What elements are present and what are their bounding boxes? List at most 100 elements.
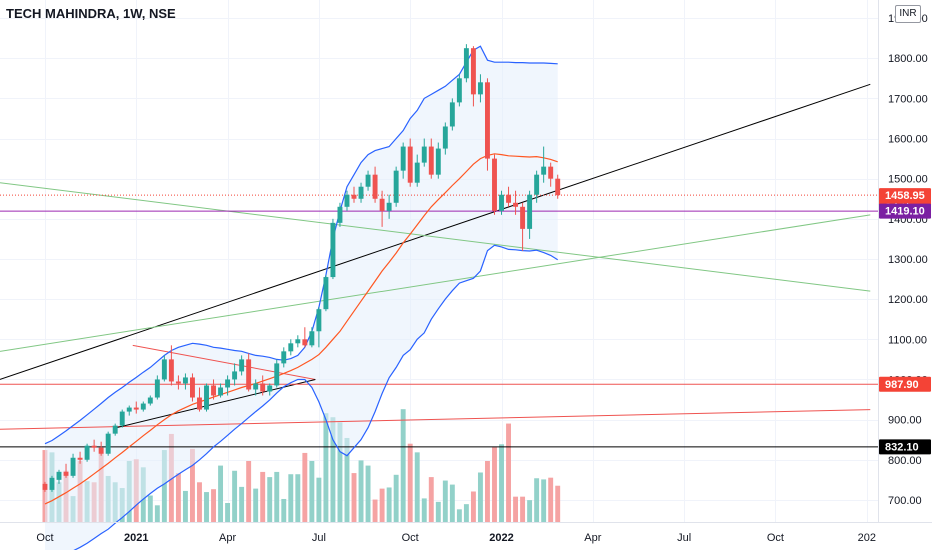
candle-body bbox=[189, 377, 195, 398]
time-axis[interactable]: Oct 2021 Apr Jul Oct 2022 Apr Jul Oct 202 bbox=[36, 532, 876, 544]
candle-body bbox=[541, 166, 547, 175]
candle-body bbox=[337, 206, 343, 223]
candle-body bbox=[105, 433, 111, 454]
price-badge-label: 987.90 bbox=[885, 379, 919, 391]
price-tick-label: 1200.00 bbox=[888, 294, 928, 306]
candle-body bbox=[295, 339, 301, 344]
volume-bar bbox=[211, 489, 216, 522]
triangle-top-line bbox=[132, 344, 316, 380]
candle-body bbox=[442, 126, 448, 149]
volume-bar bbox=[295, 474, 301, 522]
volume-bar bbox=[344, 437, 350, 522]
time-tick-label: Apr bbox=[219, 532, 236, 544]
time-tick-label: Oct bbox=[767, 532, 784, 544]
volume-bar bbox=[267, 477, 273, 522]
candle-body bbox=[154, 379, 160, 398]
candle-body bbox=[253, 383, 259, 390]
red-rising-line-line bbox=[0, 409, 871, 430]
candle-body bbox=[358, 186, 364, 199]
candle-body bbox=[204, 385, 209, 410]
volume-bar bbox=[302, 452, 308, 522]
symbol-title[interactable]: TECH MAHINDRA, 1W, NSE bbox=[6, 6, 176, 21]
price-tick-label: 1500.00 bbox=[888, 174, 928, 186]
volume-bar bbox=[379, 488, 385, 522]
currency-button[interactable]: INR bbox=[895, 5, 921, 23]
candle-body bbox=[548, 166, 554, 179]
volume-bar bbox=[189, 448, 195, 522]
candle-body bbox=[49, 477, 55, 490]
candle-body bbox=[463, 48, 469, 79]
bb-lower-line bbox=[73, 244, 559, 550]
candle-body bbox=[225, 379, 231, 388]
volume-bar bbox=[456, 509, 462, 522]
candle-body bbox=[506, 194, 511, 203]
bb-basis-line bbox=[44, 153, 558, 505]
candles bbox=[42, 44, 561, 492]
volume-bar bbox=[541, 479, 547, 522]
price-tick-label: 1100.00 bbox=[888, 334, 927, 346]
time-tick-label: Oct bbox=[402, 532, 419, 544]
candle-body bbox=[534, 174, 540, 195]
candle-body bbox=[309, 331, 315, 346]
volume-bar bbox=[161, 450, 167, 522]
volume-bar bbox=[218, 465, 224, 522]
candle-body bbox=[302, 339, 308, 346]
volume-bar bbox=[175, 473, 181, 522]
time-tick-label: 2021 bbox=[124, 532, 148, 544]
volume-bar bbox=[281, 498, 287, 522]
candle-body bbox=[456, 78, 462, 103]
volume-bar bbox=[506, 423, 511, 522]
green-rising-line-line bbox=[0, 214, 871, 352]
candle-body bbox=[379, 198, 385, 211]
volume-bar bbox=[428, 477, 434, 522]
volume-bar bbox=[225, 503, 231, 522]
volume-bar bbox=[513, 496, 519, 522]
candle-body bbox=[281, 351, 287, 364]
volume-bar bbox=[204, 492, 209, 522]
candle-body bbox=[344, 194, 350, 207]
candle-body bbox=[267, 385, 273, 392]
volume-bar bbox=[316, 477, 322, 522]
candle-body bbox=[513, 202, 519, 207]
candle-body bbox=[393, 170, 399, 203]
candle-body bbox=[91, 445, 97, 448]
price-axis[interactable]: 700.00800.00900.001000.001100.001200.001… bbox=[888, 13, 928, 507]
candle-body bbox=[56, 471, 62, 480]
candle-body bbox=[133, 407, 139, 410]
candle-body bbox=[260, 383, 266, 392]
time-tick-label: 202 bbox=[858, 532, 876, 544]
volume-bar bbox=[330, 417, 336, 522]
time-tick-label: Oct bbox=[36, 532, 53, 544]
volume-bar bbox=[260, 471, 266, 522]
price-tick-label: 900.00 bbox=[888, 415, 922, 427]
candle-body bbox=[211, 385, 216, 396]
time-tick-label: Apr bbox=[584, 532, 601, 544]
volume-bar bbox=[555, 485, 561, 522]
candle-body bbox=[485, 82, 490, 159]
volume-bar bbox=[386, 487, 392, 522]
candle-body bbox=[119, 411, 125, 426]
candle-body bbox=[84, 445, 90, 460]
candle-body bbox=[182, 377, 188, 384]
volume-bar bbox=[239, 486, 245, 522]
volume-bar bbox=[548, 477, 554, 522]
time-tick-label: Jul bbox=[677, 532, 691, 544]
candle-body bbox=[288, 343, 294, 352]
candle-body bbox=[175, 381, 181, 384]
volume-bar bbox=[351, 473, 357, 522]
volume-bar bbox=[492, 447, 497, 522]
candle-body bbox=[421, 146, 427, 163]
price-badge bbox=[879, 376, 931, 392]
trend-drawings[interactable] bbox=[0, 83, 878, 448]
volume-bar bbox=[253, 488, 259, 522]
candle-body bbox=[239, 359, 245, 372]
candle-body bbox=[70, 457, 76, 476]
candle-body bbox=[428, 146, 434, 175]
candle-body bbox=[63, 471, 69, 476]
volume-bar bbox=[182, 490, 188, 522]
candle-body bbox=[126, 407, 132, 412]
candle-body bbox=[246, 359, 252, 390]
price-tick-label: 1800.00 bbox=[888, 53, 928, 65]
candle-body bbox=[42, 483, 48, 490]
